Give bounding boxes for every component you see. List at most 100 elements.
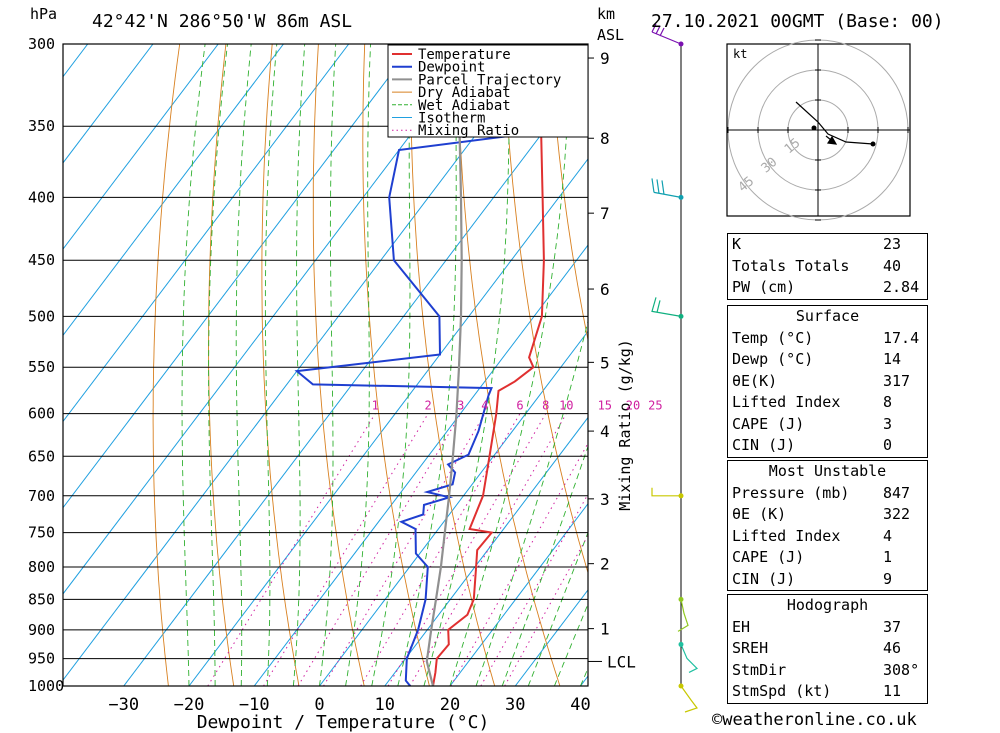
dry-adiabat-line (410, 44, 496, 686)
axes: 3003504004505005506006507007508008509009… (28, 35, 663, 733)
parcel-trajectory-line (425, 44, 463, 686)
lcl-label: LCL (607, 652, 636, 671)
temperature-tick-label: 30 (505, 695, 525, 715)
temperature-tick-label: −10 (239, 695, 270, 715)
most-unstable-table: Most Unstable Pressure (mb) 847 θE (K) 322… (727, 460, 928, 591)
hodograph-unit: kt (733, 47, 747, 61)
km-label: km (597, 5, 616, 23)
most-unstable-title: Most Unstable (768, 462, 887, 480)
mu-row: CIN (J) 9 (732, 569, 893, 588)
km-tick-label: 1 (600, 620, 610, 639)
dry-adiabat-line (456, 44, 561, 686)
pressure-tick-label: 600 (28, 405, 55, 423)
pressure-tick-label: 700 (28, 487, 55, 505)
temperature-tick-label: −20 (174, 695, 205, 715)
legend-entry: Temperature (418, 47, 511, 63)
mixing-ratio-label: 6 (516, 399, 523, 413)
isotherm-line (253, 244, 588, 686)
pressure-tick-label: 450 (28, 251, 55, 269)
km-tick-label: 9 (600, 49, 610, 68)
surface-table: Surface Temp (°C) 17.4 Dewp (°C) 14 θE(K) 3… (727, 305, 928, 458)
x-axis-label: Dewpoint / Temperature (°C) (197, 712, 490, 733)
pressure-tick-label: 750 (28, 524, 55, 542)
surface-row: CIN (J) 0 (732, 436, 893, 454)
profiles (294, 44, 588, 686)
surface-row: Temp (°C) 17.4 (732, 328, 920, 347)
hodo-row: SREH 46 (732, 639, 902, 657)
isotherm-line (449, 502, 588, 686)
dry-adiabat-line (961, 26, 1000, 686)
pressure-tick-label: 550 (28, 358, 55, 376)
mixing-ratio-label: 8 (542, 399, 549, 413)
pressure-tick-label: 350 (28, 117, 55, 135)
mu-row: Pressure (mb) 847 (732, 483, 911, 502)
surface-row: Dewp (°C) 14 (732, 350, 902, 368)
temperature-tick-label: 20 (440, 695, 460, 715)
isotherm-line (0, 44, 22, 686)
hodograph-table: Hodograph EH 37 SREH 46 StmDir 308° StmSpd … (727, 594, 928, 704)
wet-adiabat-line (553, 603, 588, 686)
km-tick-label: 6 (600, 280, 610, 299)
wet-adiabat-line (449, 44, 571, 686)
temperature-line (432, 44, 545, 686)
mixing-ratio-line (263, 413, 429, 686)
wind-barb (680, 685, 698, 713)
km-tick-label: 7 (600, 204, 610, 223)
location-title: 42°42'N 286°50'W 86m ASL (92, 11, 353, 32)
background-lines (0, 26, 1000, 686)
wet-adiabat-line (319, 44, 337, 686)
wet-adiabat-line (423, 44, 510, 686)
pressure-unit: hPa (30, 5, 58, 23)
pressure-tick-label: 300 (28, 35, 55, 53)
wind-barb (680, 644, 699, 673)
hodo-row: StmDir 308° (732, 660, 920, 679)
legend-entry: Dewpoint (418, 60, 485, 76)
isotherm-line (63, 44, 154, 164)
wet-adiabat-line (208, 44, 228, 686)
wind-barb (651, 297, 682, 317)
wind-barb (651, 178, 682, 198)
mu-row: θE (K) 322 (732, 505, 911, 523)
dry-adiabat-line (362, 44, 430, 686)
wet-adiabat-line (527, 531, 588, 686)
isotherm-line (63, 44, 284, 337)
stat-pw: PW (cm) 2.84 (732, 278, 920, 296)
legend-entry: Isotherm (418, 111, 485, 127)
km-tick-label: 5 (600, 353, 610, 372)
wet-adiabat-line (235, 44, 252, 686)
indices-table: K 23 Totals Totals 40 PW (cm) 2.84 (727, 233, 928, 300)
mu-row: CAPE (J) 1 (732, 548, 893, 566)
mixing-ratio-line (360, 413, 521, 686)
dry-adiabat-line (503, 44, 588, 575)
wet-adiabat-line (475, 319, 588, 686)
legend-entry: Dry Adiabat (418, 85, 511, 101)
legend-box (387, 44, 589, 138)
pressure-tick-label: 900 (28, 621, 55, 639)
wet-adiabat-line (501, 445, 588, 686)
stat-k: K 23 (732, 235, 902, 253)
km-tick-label: 3 (600, 490, 610, 509)
pressure-tick-label: 400 (28, 188, 55, 206)
surface-row: Lifted Index 8 (732, 393, 893, 411)
pressure-tick-label: 850 (28, 590, 55, 608)
hodograph-trace (795, 101, 874, 145)
wet-adiabat-line (264, 44, 278, 686)
pressure-tick-label: 1000 (28, 677, 64, 695)
mu-row: Lifted Index 4 (732, 526, 893, 545)
dry-adiabat-line (312, 44, 365, 686)
pressure-tick-label: 650 (28, 447, 55, 465)
wind-barb (651, 23, 682, 45)
km-tick-label: 8 (600, 129, 610, 148)
km-tick-label: 2 (600, 555, 610, 574)
isotherm-line (319, 330, 588, 686)
wet-adiabat-line (371, 44, 411, 686)
pressure-tick-label: 950 (28, 650, 55, 668)
legend-entry: Parcel Trajectory (418, 72, 561, 88)
copyright-link[interactable]: ©weatheronline.co.uk (712, 710, 917, 730)
pressure-tick-label: 800 (28, 558, 55, 576)
hodograph-start-dot (811, 125, 817, 131)
isotherm-line (123, 71, 588, 686)
wet-adiabat-line (397, 44, 457, 686)
